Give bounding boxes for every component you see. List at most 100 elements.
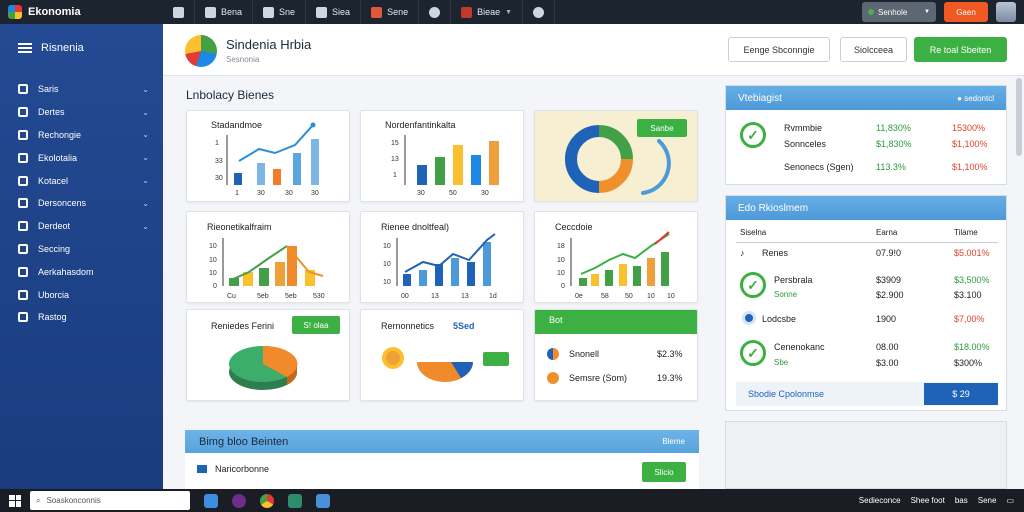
menu-icon[interactable] bbox=[18, 43, 32, 53]
pie-card[interactable]: Reniedes Ferini S! olaa bbox=[186, 309, 350, 401]
semicircle-slice bbox=[451, 362, 473, 378]
chart-card-4[interactable]: Rieonetikalfraim 10 10 10 0 Cu 5eb 5eb 5… bbox=[186, 211, 350, 303]
tick-label: 15 bbox=[391, 140, 399, 147]
sidebar-item[interactable]: Uborcia bbox=[0, 283, 163, 306]
tab-tools[interactable] bbox=[163, 0, 195, 24]
column-header: Siselna bbox=[740, 228, 767, 237]
tab-2[interactable]: Sne bbox=[253, 0, 307, 24]
x-tick-label: 0e bbox=[575, 293, 583, 300]
donut-slice bbox=[565, 125, 600, 193]
top-action-label: Gaen bbox=[956, 7, 976, 17]
avatar[interactable] bbox=[996, 2, 1016, 22]
donut-card[interactable]: Sanbe bbox=[534, 110, 698, 202]
notification-icon[interactable]: ▭ bbox=[1006, 496, 1014, 505]
x-tick-label: 00 bbox=[401, 293, 409, 300]
banner-action-button[interactable]: Slicio bbox=[642, 462, 686, 482]
tick-label: 30 bbox=[215, 175, 223, 182]
row-value: $2.3% bbox=[657, 349, 683, 359]
row-value-1: 08.00 bbox=[876, 342, 899, 352]
chart-card-1[interactable]: Stadandmoe 1 33 30 1 30 30 30 bbox=[186, 110, 350, 202]
tray-item[interactable]: Sedieconce bbox=[858, 496, 901, 505]
music-icon: ♪ bbox=[740, 248, 745, 258]
bar-line-chart: 10 10 10 00 13 13 1d bbox=[383, 233, 497, 300]
bar bbox=[257, 163, 265, 185]
header-button-1[interactable]: Eenge Sbconngie bbox=[728, 37, 830, 62]
semicircle-chart bbox=[382, 347, 509, 382]
divider bbox=[736, 242, 998, 243]
bar bbox=[633, 266, 641, 286]
circle-icon bbox=[429, 6, 441, 18]
tray-item[interactable]: bas bbox=[954, 496, 968, 505]
pie-mini-icon bbox=[547, 348, 559, 360]
chevron-down-icon: ▼ bbox=[505, 8, 513, 16]
windows-start-icon[interactable] bbox=[9, 494, 21, 507]
tab-6[interactable]: Bieae ▼ bbox=[451, 0, 524, 24]
sidebar-title: Risnenia bbox=[41, 42, 84, 54]
chart-card-2[interactable]: Nordenfantinkalta 15 13 1 30 50 30 bbox=[360, 110, 524, 202]
pie-chip[interactable]: S! olaa bbox=[292, 316, 340, 334]
sidebar-item[interactable]: Kotacel ⌄ bbox=[0, 169, 163, 192]
x-tick-label: 13 bbox=[461, 293, 469, 300]
row-label: Senonecs (Sgen) bbox=[784, 162, 854, 172]
row-value-2: $7,00% bbox=[954, 314, 985, 324]
tab-1[interactable]: Bena bbox=[195, 0, 254, 24]
tab-label: Bena bbox=[221, 7, 243, 17]
metric-card[interactable]: Rernonnetics 5Sed bbox=[360, 309, 524, 401]
sidebar-item[interactable]: Rechongie ⌄ bbox=[0, 124, 163, 147]
app-icon bbox=[263, 6, 275, 18]
sidebar-item[interactable]: Ekolotalia ⌄ bbox=[0, 146, 163, 169]
app-icon[interactable] bbox=[232, 493, 246, 508]
x-tick-label: 30 bbox=[417, 190, 425, 197]
info-icon: ● bbox=[957, 93, 965, 103]
top-actions: Senhole ▼ Gaen bbox=[862, 0, 1016, 24]
sidebar-header: Risnenia bbox=[0, 24, 163, 54]
tab-5[interactable] bbox=[419, 0, 452, 24]
tab-4[interactable]: Sene bbox=[361, 0, 420, 24]
sidebar-item[interactable]: Rastog bbox=[0, 306, 163, 329]
chart-card-6[interactable]: Ceccdoie 18 10 10 0 0e 58 50 10 10 bbox=[534, 211, 698, 303]
banner-link[interactable]: Bleme bbox=[662, 437, 685, 446]
chart-card-5[interactable]: Rienee dnoltfeal) 10 10 10 00 13 13 1d bbox=[360, 211, 524, 303]
footer-button[interactable]: $ 29 bbox=[924, 383, 998, 405]
scrollbar-thumb[interactable] bbox=[1016, 78, 1022, 156]
tray-item[interactable]: Shee foot bbox=[910, 496, 945, 505]
list-card[interactable]: Bot Snonell $2.3% Semsre (Som) 19.3% bbox=[534, 309, 698, 401]
overview-link[interactable]: ● sedontcl bbox=[957, 94, 994, 103]
tray-item[interactable]: Sene bbox=[977, 496, 997, 505]
row-value-2: $5.001% bbox=[954, 248, 990, 258]
tab-7[interactable] bbox=[523, 0, 556, 24]
x-tick-label: Cu bbox=[227, 293, 236, 300]
app-icon bbox=[205, 6, 216, 18]
bar bbox=[275, 262, 285, 286]
tick-label: 10 bbox=[209, 257, 217, 264]
sidebar-item[interactable]: Derdeot ⌄ bbox=[0, 215, 163, 238]
home-icon bbox=[18, 107, 28, 118]
app-icon bbox=[316, 6, 328, 18]
sidebar-item[interactable]: Aerkahasdom bbox=[0, 260, 163, 283]
app-brand[interactable]: Ekonomia bbox=[0, 0, 163, 24]
sidebar-item[interactable]: Seccing bbox=[0, 238, 163, 261]
sidebar-item-label: Saris bbox=[38, 84, 59, 95]
sidebar-item[interactable]: Dertes ⌄ bbox=[0, 101, 163, 124]
browser-icon[interactable] bbox=[260, 493, 274, 508]
header-primary-button[interactable]: Re toal Sbeiten bbox=[914, 37, 1007, 62]
tab-3[interactable]: Siea bbox=[306, 0, 362, 24]
check-icon: ✓ bbox=[740, 272, 766, 298]
bar bbox=[403, 274, 411, 286]
bar bbox=[417, 165, 427, 185]
app-icon[interactable] bbox=[288, 493, 302, 508]
top-search[interactable]: Senhole ▼ bbox=[862, 2, 936, 22]
bar bbox=[243, 272, 253, 286]
sidebar-item[interactable]: Dersoncens ⌄ bbox=[0, 192, 163, 215]
folder-icon[interactable] bbox=[316, 493, 330, 508]
settings-icon bbox=[18, 221, 28, 232]
sidebar-list: Saris ⌄ Dertes ⌄ Rechongie ⌄ Ekolotalia ⌄ Ko… bbox=[0, 78, 163, 329]
top-action-button[interactable]: Gaen bbox=[944, 2, 988, 22]
donut-slice bbox=[598, 158, 633, 193]
donut-chip[interactable]: Sanbe bbox=[637, 119, 687, 137]
taskbar-search[interactable]: ⌕ Soaskonconnis bbox=[30, 491, 190, 510]
app-icon bbox=[461, 6, 473, 18]
sidebar-item[interactable]: Saris ⌄ bbox=[0, 78, 163, 101]
shield-icon[interactable] bbox=[204, 493, 218, 508]
header-button-2[interactable]: Siolcceea bbox=[840, 37, 907, 62]
